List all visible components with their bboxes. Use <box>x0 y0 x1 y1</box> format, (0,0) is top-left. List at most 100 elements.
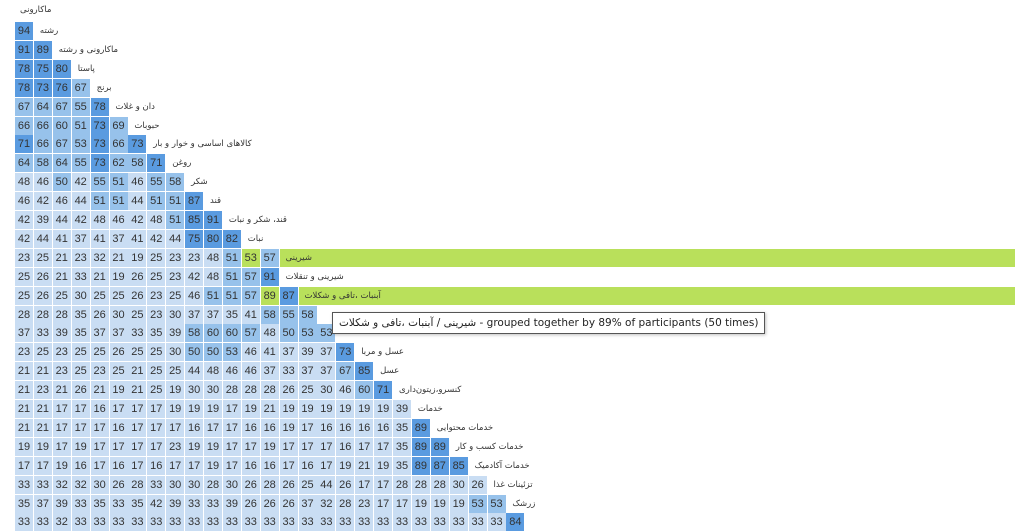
matrix-cell[interactable]: 21 <box>90 381 109 400</box>
matrix-cell[interactable]: 23 <box>355 494 374 513</box>
matrix-cell[interactable]: 50 <box>279 324 298 343</box>
matrix-cell[interactable]: 53 <box>468 494 487 513</box>
matrix-cell[interactable]: 58 <box>128 154 147 173</box>
matrix-cell[interactable]: 66 <box>109 135 128 154</box>
matrix-cell[interactable]: 37 <box>298 494 317 513</box>
matrix-cell[interactable]: 53 <box>487 494 506 513</box>
matrix-cell[interactable]: 17 <box>90 418 109 437</box>
matrix-cell[interactable]: 51 <box>71 116 90 135</box>
matrix-cell[interactable]: 26 <box>128 267 147 286</box>
matrix-cell[interactable]: 19 <box>317 400 336 418</box>
matrix-cell[interactable]: 37 <box>185 305 204 324</box>
matrix-cell[interactable]: 17 <box>33 456 52 475</box>
matrix-cell[interactable]: 17 <box>374 437 393 456</box>
matrix-cell[interactable]: 57 <box>241 324 260 343</box>
matrix-cell[interactable]: 58 <box>33 154 52 173</box>
matrix-cell[interactable]: 35 <box>71 324 90 343</box>
matrix-cell[interactable]: 58 <box>260 305 279 324</box>
matrix-cell[interactable]: 73 <box>90 116 109 135</box>
matrix-cell[interactable]: 42 <box>33 192 52 211</box>
matrix-cell[interactable]: 21 <box>33 418 52 437</box>
matrix-cell[interactable]: 28 <box>52 305 71 324</box>
matrix-cell[interactable]: 26 <box>468 475 487 494</box>
matrix-cell[interactable]: 25 <box>166 362 185 381</box>
matrix-cell[interactable]: 46 <box>336 381 355 400</box>
matrix-cell[interactable]: 53 <box>317 324 336 343</box>
matrix-cell[interactable]: 25 <box>128 305 147 324</box>
matrix-cell[interactable]: 17 <box>147 418 166 437</box>
matrix-cell[interactable]: 32 <box>52 513 71 531</box>
matrix-cell[interactable]: 23 <box>15 343 33 362</box>
matrix-cell[interactable]: 82 <box>222 229 241 248</box>
matrix-cell[interactable]: 16 <box>109 456 128 475</box>
matrix-cell[interactable]: 23 <box>185 248 204 267</box>
matrix-cell[interactable]: 42 <box>147 494 166 513</box>
matrix-cell[interactable]: 42 <box>185 267 204 286</box>
matrix-cell[interactable]: 26 <box>336 475 355 494</box>
matrix-cell[interactable]: 25 <box>15 286 33 305</box>
matrix-cell[interactable]: 17 <box>109 437 128 456</box>
matrix-cell[interactable]: 28 <box>204 475 222 494</box>
matrix-cell[interactable]: 25 <box>147 267 166 286</box>
matrix-cell[interactable]: 21 <box>128 362 147 381</box>
matrix-cell[interactable]: 67 <box>336 362 355 381</box>
matrix-cell[interactable]: 30 <box>185 381 204 400</box>
matrix-cell[interactable]: 17 <box>222 437 241 456</box>
matrix-cell[interactable]: 19 <box>204 456 222 475</box>
matrix-cell[interactable]: 53 <box>298 324 317 343</box>
matrix-cell[interactable]: 46 <box>109 211 128 229</box>
matrix-cell[interactable]: 42 <box>128 211 147 229</box>
matrix-cell[interactable]: 23 <box>147 286 166 305</box>
matrix-cell[interactable]: 33 <box>71 267 90 286</box>
matrix-cell[interactable]: 60 <box>355 381 374 400</box>
matrix-cell[interactable]: 87 <box>279 286 298 305</box>
matrix-cell[interactable]: 30 <box>90 475 109 494</box>
matrix-cell[interactable]: 44 <box>52 211 71 229</box>
matrix-cell[interactable]: 41 <box>241 305 260 324</box>
matrix-cell[interactable]: 58 <box>166 173 185 192</box>
matrix-cell[interactable]: 89 <box>260 286 279 305</box>
matrix-cell[interactable]: 50 <box>185 343 204 362</box>
matrix-cell[interactable]: 25 <box>147 248 166 267</box>
matrix-cell[interactable]: 33 <box>355 513 374 531</box>
matrix-cell[interactable]: 89 <box>411 456 430 475</box>
matrix-cell[interactable]: 42 <box>15 229 33 248</box>
matrix-cell[interactable]: 17 <box>222 400 241 418</box>
matrix-cell[interactable]: 19 <box>260 437 279 456</box>
matrix-cell[interactable]: 33 <box>71 494 90 513</box>
matrix-cell[interactable]: 25 <box>147 343 166 362</box>
matrix-cell[interactable]: 33 <box>185 513 204 531</box>
matrix-cell[interactable]: 28 <box>128 475 147 494</box>
matrix-cell[interactable]: 37 <box>90 324 109 343</box>
matrix-cell[interactable]: 33 <box>279 362 298 381</box>
matrix-cell[interactable]: 25 <box>33 343 52 362</box>
matrix-cell[interactable]: 46 <box>15 192 33 211</box>
matrix-cell[interactable]: 39 <box>52 494 71 513</box>
matrix-cell[interactable]: 16 <box>109 418 128 437</box>
matrix-cell[interactable]: 39 <box>298 343 317 362</box>
matrix-cell[interactable]: 37 <box>33 494 52 513</box>
matrix-cell[interactable]: 39 <box>222 494 241 513</box>
matrix-cell[interactable]: 73 <box>90 135 109 154</box>
matrix-cell[interactable]: 42 <box>147 229 166 248</box>
matrix-cell[interactable]: 42 <box>71 173 90 192</box>
matrix-cell[interactable]: 21 <box>128 381 147 400</box>
matrix-cell[interactable]: 21 <box>15 418 33 437</box>
matrix-cell[interactable]: 89 <box>411 418 430 437</box>
matrix-cell[interactable]: 17 <box>52 400 71 418</box>
matrix-cell[interactable]: 23 <box>15 248 33 267</box>
matrix-cell[interactable]: 25 <box>109 286 128 305</box>
matrix-cell[interactable]: 46 <box>128 173 147 192</box>
matrix-cell[interactable]: 37 <box>15 324 33 343</box>
matrix-cell[interactable]: 51 <box>204 286 222 305</box>
matrix-cell[interactable]: 55 <box>71 154 90 173</box>
matrix-cell[interactable]: 23 <box>71 248 90 267</box>
matrix-cell[interactable]: 17 <box>298 418 317 437</box>
matrix-cell[interactable]: 48 <box>15 173 33 192</box>
matrix-cell[interactable]: 55 <box>147 173 166 192</box>
matrix-cell[interactable]: 32 <box>71 475 90 494</box>
matrix-cell[interactable]: 26 <box>279 475 298 494</box>
matrix-cell[interactable]: 87 <box>430 456 449 475</box>
matrix-cell[interactable]: 53 <box>222 343 241 362</box>
matrix-cell[interactable]: 17 <box>128 437 147 456</box>
